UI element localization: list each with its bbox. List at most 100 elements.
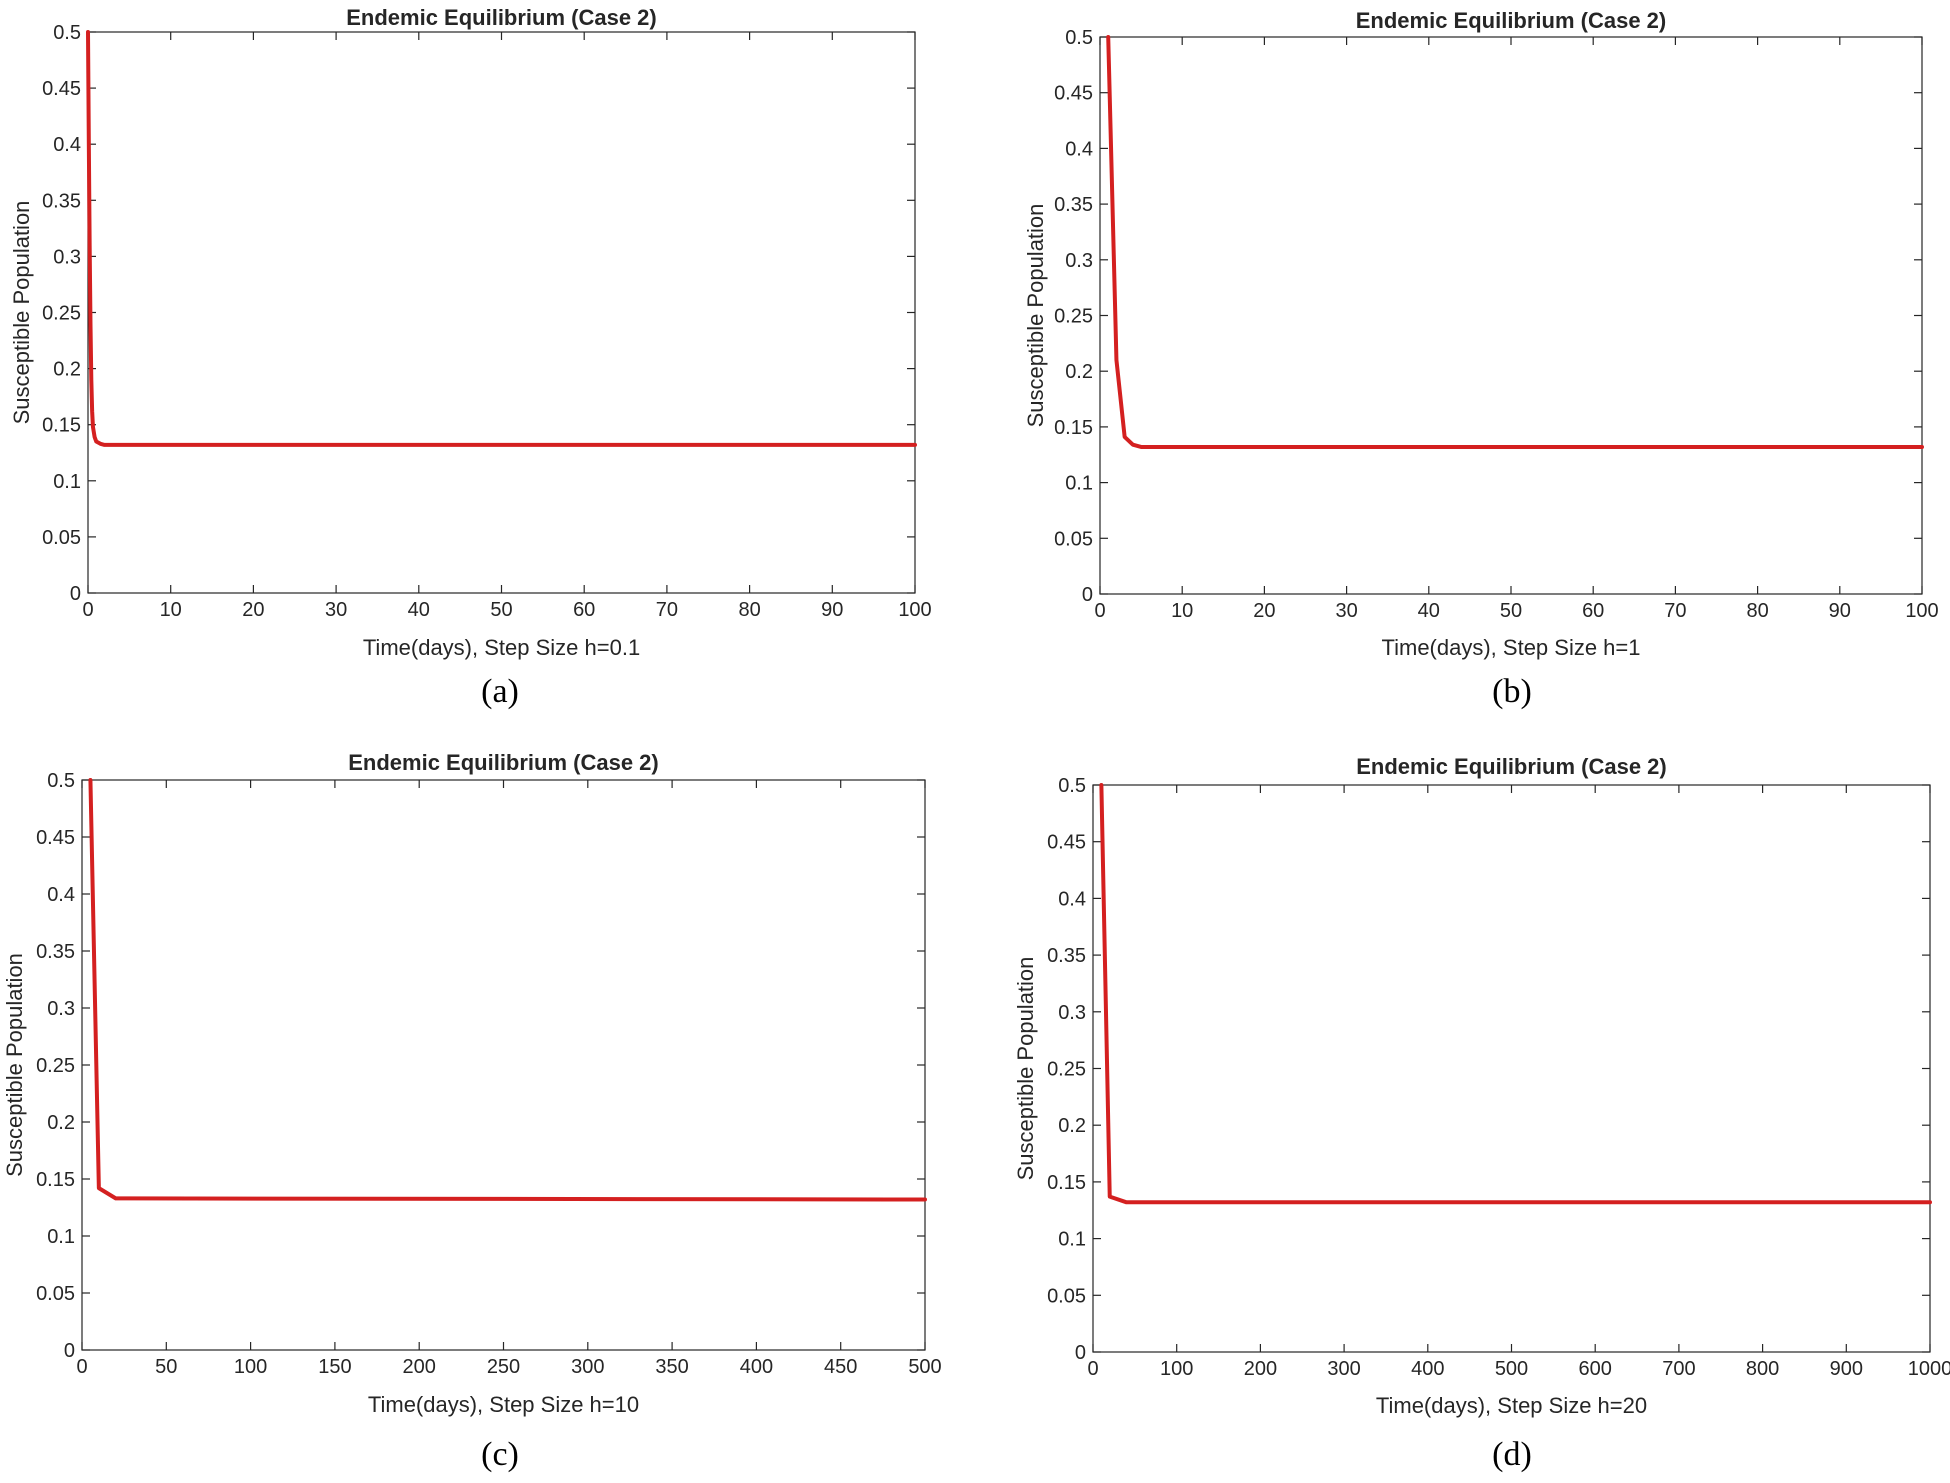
y-axis-label: Susceptible Population [2,953,27,1177]
panel-caption: (b) [1492,673,1532,710]
x-tick-label: 70 [656,599,678,621]
x-tick-label: 500 [908,1356,941,1378]
y-tick-label: 0.25 [1054,306,1093,328]
x-tick-label: 60 [573,599,595,621]
x-tick-label: 70 [1664,600,1686,622]
x-tick-label: 20 [242,599,264,621]
series-line [86,30,917,447]
x-tick-label: 200 [403,1356,436,1378]
x-axis-label: Time(days), Step Size h=1 [1381,635,1640,660]
x-tick-label: 450 [824,1356,857,1378]
chart-title: Endemic Equilibrium (Case 2) [1356,8,1667,33]
plot-area [81,779,926,1351]
y-tick-label: 0.1 [47,1226,75,1248]
x-tick-label: 200 [1244,1358,1277,1380]
x-tick-label: 0 [1094,600,1105,622]
y-tick-label: 0.45 [42,78,81,100]
x-tick-label: 80 [1746,600,1768,622]
panel-caption: (a) [481,673,519,710]
panel-caption: (c) [481,1436,519,1473]
plot-area [1099,36,1923,595]
y-tick-label: 0.3 [1065,250,1093,272]
series-line [1106,35,1924,449]
x-tick-label: 50 [155,1356,177,1378]
y-tick-label: 0.35 [36,941,75,963]
x-tick-label: 1000 [1908,1358,1950,1380]
y-tick-label: 0.4 [1065,138,1093,160]
x-tick-label: 0 [1087,1358,1098,1380]
x-tick-label: 80 [738,599,760,621]
y-tick-label: 0 [64,1340,75,1362]
y-tick-label: 0.45 [1054,83,1093,105]
y-axis-label: Susceptible Population [9,201,34,425]
x-tick-label: 0 [76,1356,87,1378]
y-tick-label: 0.2 [1058,1115,1086,1137]
x-tick-label: 50 [1500,600,1522,622]
y-tick-label: 0.05 [1047,1285,1086,1307]
y-tick-label: 0.2 [47,1112,75,1134]
chart-title: Endemic Equilibrium (Case 2) [346,5,657,30]
x-tick-label: 800 [1746,1358,1779,1380]
y-tick-label: 0.35 [42,190,81,212]
chart-c: 0 50 100 150 200 250 300 350 400 450 500 0 0.05 0.1 0.… [2,750,942,1473]
x-tick-label: 400 [1411,1358,1444,1380]
y-tick-label: 0.15 [36,1169,75,1191]
y-tick-label: 0.35 [1047,945,1086,967]
chart-d: 0 100 200 300 400 500 600 700 800 900 1000 0 0.05 0.1… [1013,754,1950,1473]
series-line [88,778,927,1202]
chart-a: 0 10 20 30 40 50 60 70 80 90 100 0 0.05 0.1 0.15 0.2 0.2… [9,5,932,710]
x-tick-label: 20 [1253,600,1275,622]
y-tick-label: 0.45 [1047,832,1086,854]
y-tick-label: 0.05 [36,1283,75,1305]
x-axis-label: Time(days), Step Size h=0.1 [363,635,640,660]
x-tick-label: 50 [490,599,512,621]
y-tick-label: 0.45 [36,827,75,849]
y-tick-label: 0.4 [53,134,81,156]
y-tick-label: 0.3 [53,246,81,268]
chart-title: Endemic Equilibrium (Case 2) [348,750,659,775]
chart-b: 0 10 20 30 40 50 60 70 80 90 100 0 0.05 0.1 0.15 0.2 0.2… [1023,8,1939,710]
x-tick-label: 90 [1829,600,1851,622]
y-tick-label: 0.5 [1065,27,1093,49]
y-tick-label: 0.25 [1047,1059,1086,1081]
y-tick-label: 0 [1082,584,1093,606]
x-axis-label: Time(days), Step Size h=10 [368,1392,639,1417]
y-tick-label: 0.15 [1047,1172,1086,1194]
y-axis-label: Susceptible Population [1023,204,1048,428]
y-tick-label: 0.5 [53,22,81,44]
y-tick-label: 0.1 [1065,473,1093,495]
panel-caption: (d) [1492,1436,1532,1473]
y-tick-label: 0.2 [1065,361,1093,383]
y-tick-label: 0.4 [47,884,75,906]
y-tick-label: 0.25 [42,303,81,325]
y-tick-label: 0.05 [1054,528,1093,550]
series-line [1099,783,1932,1205]
plot-area [87,31,916,594]
x-tick-label: 100 [1160,1358,1193,1380]
x-tick-label: 40 [408,599,430,621]
x-tick-label: 30 [1335,600,1357,622]
x-tick-label: 300 [571,1356,604,1378]
x-tick-label: 40 [1418,600,1440,622]
x-tick-label: 60 [1582,600,1604,622]
x-tick-label: 100 [234,1356,267,1378]
x-tick-label: 250 [487,1356,520,1378]
x-axis-label: Time(days), Step Size h=20 [1376,1393,1647,1418]
x-tick-label: 300 [1327,1358,1360,1380]
y-tick-label: 0.1 [1058,1229,1086,1251]
y-tick-label: 0 [70,583,81,605]
x-tick-label: 90 [821,599,843,621]
chart-title: Endemic Equilibrium (Case 2) [1356,754,1667,779]
y-tick-label: 0.4 [1058,888,1086,910]
x-tick-label: 350 [655,1356,688,1378]
y-tick-label: 0.15 [42,415,81,437]
x-tick-label: 0 [82,599,93,621]
y-tick-label: 0.25 [36,1055,75,1077]
y-tick-label: 0.05 [42,527,81,549]
y-tick-label: 0.35 [1054,194,1093,216]
x-tick-label: 100 [898,599,931,621]
x-tick-label: 10 [1171,600,1193,622]
x-tick-label: 30 [325,599,347,621]
y-tick-label: 0.3 [1058,1002,1086,1024]
